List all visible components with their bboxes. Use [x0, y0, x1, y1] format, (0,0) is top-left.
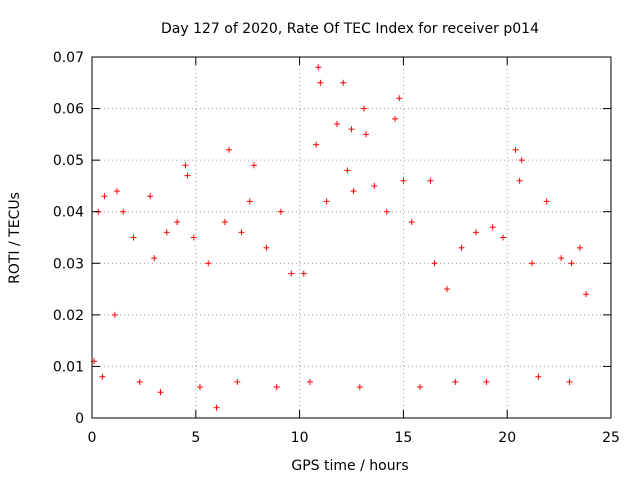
data-point — [120, 208, 127, 215]
data-points — [91, 64, 590, 411]
data-point — [458, 244, 465, 251]
data-point — [558, 255, 565, 262]
y-tick-label: 0 — [75, 411, 84, 427]
grid-lines — [92, 57, 611, 418]
data-point — [483, 378, 490, 385]
data-point — [348, 126, 355, 133]
y-tick-label: 0.05 — [53, 153, 84, 169]
data-point — [226, 146, 233, 153]
data-point — [113, 188, 120, 195]
data-point — [452, 378, 459, 385]
x-tick-labels: 0 5 10 15 20 25 — [88, 430, 620, 446]
data-point — [518, 157, 525, 164]
data-point — [383, 208, 390, 215]
y-tick-label: 0.03 — [53, 256, 84, 272]
data-point — [147, 193, 154, 200]
y-tick-label: 0.04 — [53, 205, 84, 221]
data-point — [323, 198, 330, 205]
data-point — [344, 167, 351, 174]
axis-ticks — [91, 56, 612, 419]
data-point — [500, 234, 507, 241]
data-point — [489, 224, 496, 231]
x-axis-label: GPS time / hours — [291, 458, 408, 474]
data-point — [111, 311, 118, 318]
chart-title: Day 127 of 2020, Rate Of TEC Index for r… — [161, 21, 539, 37]
data-point — [427, 177, 434, 184]
data-point — [288, 270, 295, 277]
data-point — [566, 378, 573, 385]
data-point — [317, 79, 324, 86]
data-point — [473, 229, 480, 236]
x-tick-label: 0 — [88, 430, 97, 446]
y-axis-label: ROTI / TECUs — [7, 192, 23, 284]
data-point — [371, 182, 378, 189]
data-point — [250, 162, 257, 169]
data-point — [300, 270, 307, 277]
data-point — [583, 291, 590, 298]
data-point — [512, 146, 519, 153]
data-point — [392, 115, 399, 122]
data-point — [543, 198, 550, 205]
data-point — [516, 177, 523, 184]
data-point — [408, 219, 415, 226]
data-point — [568, 260, 575, 267]
x-tick-label: 25 — [602, 430, 620, 446]
data-point — [99, 373, 106, 380]
data-point — [196, 384, 203, 391]
data-point — [246, 198, 253, 205]
data-point — [431, 260, 438, 267]
y-tick-label: 0.07 — [53, 50, 84, 66]
data-point — [333, 121, 340, 128]
data-point — [400, 177, 407, 184]
data-point — [213, 404, 220, 411]
data-point — [396, 95, 403, 102]
data-point — [238, 229, 245, 236]
data-point — [273, 384, 280, 391]
x-tick-label: 20 — [498, 430, 516, 446]
plot-frame — [91, 56, 612, 419]
data-point — [315, 64, 322, 71]
data-point — [417, 384, 424, 391]
y-tick-labels: 0 0.01 0.02 0.03 0.04 0.05 0.06 0.07 — [53, 50, 84, 427]
data-point — [576, 244, 583, 251]
data-point — [163, 229, 170, 236]
data-point — [182, 162, 189, 169]
y-tick-label: 0.01 — [53, 359, 84, 375]
data-point — [221, 219, 228, 226]
data-point — [101, 193, 108, 200]
x-tick-label: 5 — [191, 430, 200, 446]
data-point — [277, 208, 284, 215]
data-point — [136, 378, 143, 385]
data-point — [360, 105, 367, 112]
data-point — [190, 234, 197, 241]
y-tick-label: 0.02 — [53, 308, 84, 324]
data-point — [151, 255, 158, 262]
data-point — [263, 244, 270, 251]
data-point — [356, 384, 363, 391]
data-point — [340, 79, 347, 86]
data-point — [313, 141, 320, 148]
data-point — [157, 389, 164, 396]
data-point — [529, 260, 536, 267]
data-point — [306, 378, 313, 385]
data-point — [130, 234, 137, 241]
data-point — [174, 219, 181, 226]
data-point — [205, 260, 212, 267]
data-point — [535, 373, 542, 380]
data-point — [363, 131, 370, 138]
data-point — [184, 172, 191, 179]
data-point — [443, 286, 450, 293]
x-tick-label: 10 — [291, 430, 309, 446]
x-tick-label: 15 — [394, 430, 412, 446]
data-point — [234, 378, 241, 385]
y-tick-label: 0.06 — [53, 102, 84, 118]
data-point — [350, 188, 357, 195]
